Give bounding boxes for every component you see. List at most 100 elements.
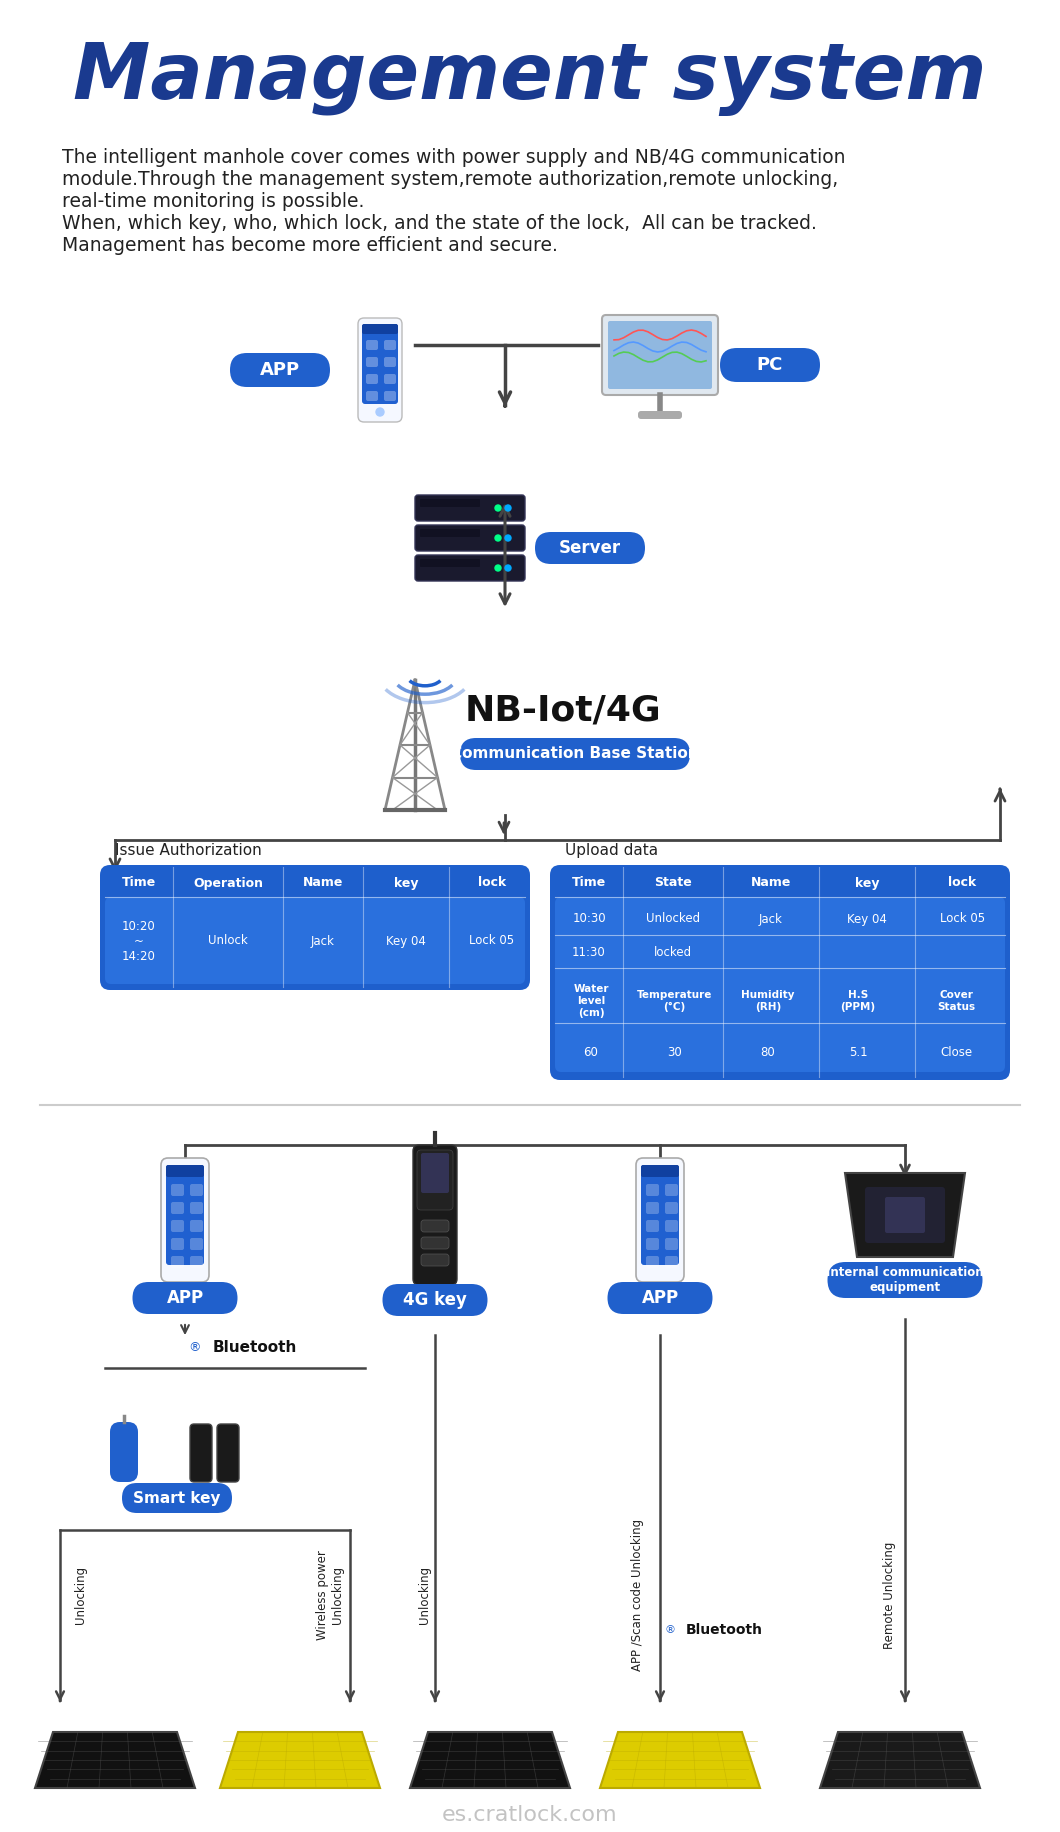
Text: 4G key: 4G key: [403, 1292, 467, 1310]
FancyBboxPatch shape: [166, 1165, 204, 1176]
FancyBboxPatch shape: [171, 1220, 184, 1231]
Text: Unlock: Unlock: [208, 934, 248, 947]
FancyBboxPatch shape: [416, 495, 525, 520]
Text: The intelligent manhole cover comes with power supply and NB/4G communication: The intelligent manhole cover comes with…: [61, 148, 846, 167]
FancyBboxPatch shape: [646, 1220, 659, 1231]
FancyBboxPatch shape: [110, 1422, 138, 1482]
FancyBboxPatch shape: [420, 529, 480, 537]
FancyBboxPatch shape: [460, 738, 690, 769]
Text: Water
level
(cm): Water level (cm): [573, 984, 608, 1017]
Text: APP /Scan code Unlocking: APP /Scan code Unlocking: [632, 1519, 644, 1671]
Text: Smart key: Smart key: [134, 1491, 220, 1506]
Text: 10:30: 10:30: [572, 912, 606, 925]
FancyBboxPatch shape: [363, 324, 398, 405]
FancyBboxPatch shape: [416, 555, 525, 581]
FancyBboxPatch shape: [665, 1202, 678, 1215]
Text: Name: Name: [303, 876, 343, 890]
Text: Upload data: Upload data: [565, 843, 658, 857]
FancyBboxPatch shape: [366, 341, 378, 350]
FancyBboxPatch shape: [171, 1257, 184, 1268]
Circle shape: [376, 409, 384, 416]
FancyBboxPatch shape: [100, 865, 530, 989]
FancyBboxPatch shape: [550, 865, 1010, 1081]
FancyBboxPatch shape: [421, 1253, 449, 1266]
Text: Time: Time: [572, 876, 606, 890]
Text: es.cratlock.com: es.cratlock.com: [442, 1805, 618, 1825]
Text: APP: APP: [641, 1290, 678, 1306]
Text: Wireless power
Unlocking: Wireless power Unlocking: [316, 1550, 344, 1640]
FancyBboxPatch shape: [865, 1187, 946, 1242]
FancyBboxPatch shape: [720, 348, 820, 383]
Text: Humidity
(RH): Humidity (RH): [741, 991, 795, 1011]
Text: Management has become more efficient and secure.: Management has become more efficient and…: [61, 236, 558, 255]
FancyBboxPatch shape: [171, 1238, 184, 1249]
FancyBboxPatch shape: [105, 898, 525, 984]
FancyBboxPatch shape: [366, 357, 378, 366]
Text: 5.1: 5.1: [849, 1046, 867, 1059]
Text: Bluetooth: Bluetooth: [686, 1623, 763, 1638]
Text: key: key: [854, 876, 879, 890]
Polygon shape: [845, 1172, 965, 1257]
Text: NB-Iot/4G: NB-Iot/4G: [465, 692, 661, 727]
Text: Lock 05: Lock 05: [470, 934, 514, 947]
FancyBboxPatch shape: [190, 1257, 204, 1268]
Text: 11:30: 11:30: [572, 945, 606, 958]
Text: When, which key, who, which lock, and the state of the lock,  All can be tracked: When, which key, who, which lock, and th…: [61, 214, 817, 233]
FancyBboxPatch shape: [646, 1238, 659, 1249]
Text: key: key: [393, 876, 419, 890]
FancyBboxPatch shape: [358, 319, 402, 421]
Text: Lock 05: Lock 05: [940, 912, 985, 925]
FancyBboxPatch shape: [190, 1202, 204, 1215]
Polygon shape: [820, 1731, 981, 1788]
Text: Key 04: Key 04: [386, 934, 426, 947]
FancyBboxPatch shape: [161, 1158, 209, 1282]
Text: Unlocked: Unlocked: [646, 912, 700, 925]
FancyBboxPatch shape: [384, 357, 396, 366]
Circle shape: [495, 535, 501, 540]
FancyBboxPatch shape: [383, 1284, 488, 1315]
Text: H.S
(PPM): H.S (PPM): [841, 991, 876, 1011]
Text: Bluetooth: Bluetooth: [213, 1341, 298, 1356]
Text: lock: lock: [949, 876, 976, 890]
Polygon shape: [220, 1731, 379, 1788]
FancyBboxPatch shape: [421, 1237, 449, 1249]
FancyBboxPatch shape: [230, 354, 330, 387]
Text: Name: Name: [750, 876, 791, 890]
FancyBboxPatch shape: [122, 1482, 232, 1513]
FancyBboxPatch shape: [384, 374, 396, 385]
FancyBboxPatch shape: [885, 1196, 925, 1233]
Text: Internal communication
equipment: Internal communication equipment: [826, 1266, 984, 1293]
FancyBboxPatch shape: [607, 1282, 712, 1314]
Circle shape: [505, 506, 511, 511]
FancyBboxPatch shape: [665, 1238, 678, 1249]
FancyBboxPatch shape: [416, 526, 525, 551]
Text: APP: APP: [166, 1290, 204, 1306]
FancyBboxPatch shape: [166, 1165, 204, 1266]
Text: Issue Authorization: Issue Authorization: [114, 843, 262, 857]
FancyBboxPatch shape: [608, 321, 712, 388]
Text: Remote Unlocking: Remote Unlocking: [883, 1541, 897, 1649]
FancyBboxPatch shape: [535, 531, 644, 564]
Circle shape: [495, 506, 501, 511]
Text: PC: PC: [757, 355, 783, 374]
FancyBboxPatch shape: [555, 898, 1005, 1072]
Text: Key 04: Key 04: [847, 912, 887, 925]
Polygon shape: [600, 1731, 760, 1788]
FancyBboxPatch shape: [190, 1423, 212, 1482]
FancyBboxPatch shape: [665, 1183, 678, 1196]
Circle shape: [495, 564, 501, 572]
FancyBboxPatch shape: [171, 1183, 184, 1196]
FancyBboxPatch shape: [217, 1423, 238, 1482]
FancyBboxPatch shape: [171, 1202, 184, 1215]
Text: 30: 30: [667, 1046, 682, 1059]
FancyBboxPatch shape: [363, 324, 398, 333]
Text: Unlocking: Unlocking: [73, 1566, 87, 1623]
Text: ®: ®: [665, 1625, 675, 1634]
FancyBboxPatch shape: [132, 1282, 237, 1314]
Text: lock: lock: [478, 876, 506, 890]
Text: Temperature
(°C): Temperature (°C): [637, 989, 712, 1011]
Text: Communication Base Station: Communication Base Station: [452, 746, 699, 762]
Text: Server: Server: [559, 539, 621, 557]
Text: 80: 80: [761, 1046, 775, 1059]
FancyBboxPatch shape: [421, 1152, 449, 1193]
